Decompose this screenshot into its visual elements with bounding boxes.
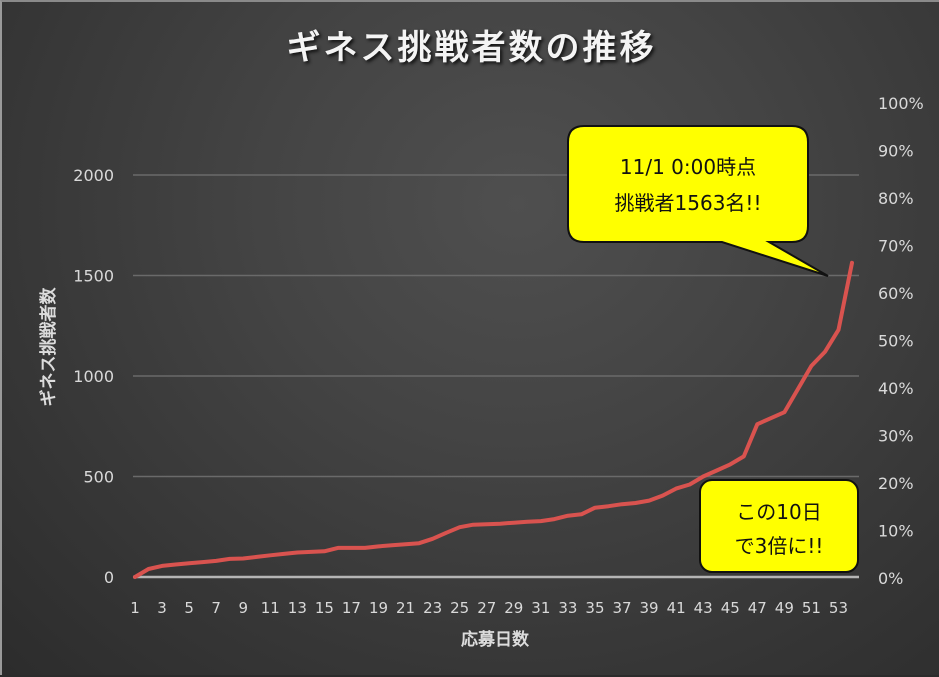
x-tick-label: 7 xyxy=(211,599,221,617)
y2-tick-label: 30% xyxy=(878,427,914,446)
x-tick-label: 21 xyxy=(396,599,415,617)
callout-total: 11/1 0:00時点 挑戦者1563名!! xyxy=(567,125,829,277)
y2-tick-label: 90% xyxy=(878,142,914,161)
callout-bubble-shape xyxy=(567,125,829,277)
chart-title: ギネス挑戦者数の推移 xyxy=(286,28,657,68)
x-tick-label: 1 xyxy=(130,599,140,617)
x-tick-label: 15 xyxy=(315,599,334,617)
y2-tick-label: 60% xyxy=(878,284,914,303)
x-tick-label: 3 xyxy=(157,599,167,617)
x-tick-label: 5 xyxy=(184,599,194,617)
y2-tick-label: 50% xyxy=(878,332,914,351)
x-tick-label: 49 xyxy=(775,599,794,617)
callout-total-line1: 11/1 0:00時点 xyxy=(620,155,756,179)
gridlines xyxy=(133,174,859,478)
x-tick-label: 51 xyxy=(802,599,821,617)
series-line xyxy=(133,260,854,579)
y-tick-label: 500 xyxy=(83,468,114,487)
x-tick-label: 27 xyxy=(477,599,496,617)
x-tick-label: 33 xyxy=(558,599,577,617)
x-tick-label: 53 xyxy=(829,599,848,617)
callout-growth-line2: で3倍に!! xyxy=(735,534,824,558)
x-tick-label: 39 xyxy=(640,599,659,617)
y2-tick-label: 40% xyxy=(878,379,914,398)
callout-growth: この10日 で3倍に!! xyxy=(699,479,859,573)
x-tick-label: 35 xyxy=(585,599,604,617)
y2-tick-label: 80% xyxy=(878,189,914,208)
x-tick-label: 17 xyxy=(342,599,361,617)
x-axis-ticks: 1 3 5 7 9 11 13 15 17 19 21 23 25 27 29 31 33 35 37 39 41 43 4… xyxy=(130,599,848,617)
y2-tick-label: 10% xyxy=(878,522,914,541)
y-axis-label: ギネス挑戦者数 xyxy=(38,287,59,407)
y2-tick-label: 0% xyxy=(878,569,903,588)
x-tick-label: 25 xyxy=(450,599,469,617)
x-tick-label: 11 xyxy=(261,599,280,617)
x-tick-label: 41 xyxy=(667,599,686,617)
y2-tick-label: 20% xyxy=(878,474,914,493)
y-tick-label: 0 xyxy=(104,568,114,587)
x-tick-label: 23 xyxy=(423,599,442,617)
y-axis-right-ticks: 0% 10% 20% 30% 40% 50% 60% 70% 80% 90% 100% xyxy=(878,94,924,588)
x-tick-label: 9 xyxy=(238,599,248,617)
callout-box-shape xyxy=(699,479,859,573)
y-axis-left-ticks: 0 500 1000 1500 2000 xyxy=(73,166,114,587)
y2-tick-label: 100% xyxy=(878,94,924,113)
callout-growth-line1: この10日 xyxy=(736,500,821,524)
x-tick-label: 29 xyxy=(504,599,523,617)
y-tick-label: 2000 xyxy=(73,166,114,185)
x-tick-label: 13 xyxy=(288,599,307,617)
x-tick-label: 45 xyxy=(721,599,740,617)
x-tick-label: 37 xyxy=(612,599,631,617)
x-axis-label: 応募日数 xyxy=(461,629,530,650)
y-tick-label: 1000 xyxy=(73,367,114,386)
x-tick-label: 31 xyxy=(531,599,550,617)
x-tick-label: 47 xyxy=(748,599,767,617)
y2-tick-label: 70% xyxy=(878,237,914,256)
callout-total-line2: 挑戦者1563名!! xyxy=(615,191,762,215)
y-tick-label: 1500 xyxy=(73,267,114,286)
x-tick-label: 19 xyxy=(369,599,388,617)
x-tick-label: 43 xyxy=(694,599,713,617)
